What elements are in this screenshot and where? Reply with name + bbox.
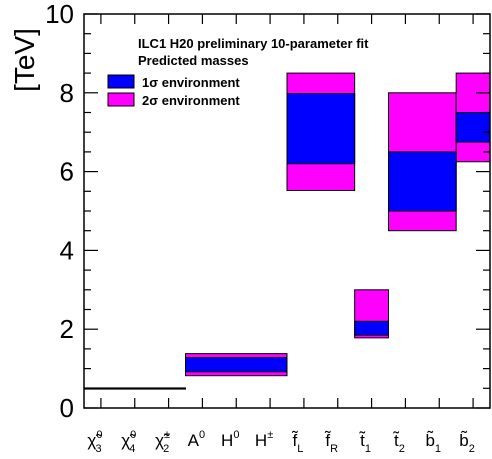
y-tick-label: 6 [60,157,74,187]
legend: 1σ environment 2σ environment [107,74,240,108]
legend-swatch [107,92,135,107]
legend-label: 1σ environment [142,75,240,90]
x-tick-label: f̃R [324,430,338,455]
x-tick-label: A0 [188,429,205,450]
x-tick-label: t̃2 [392,431,404,455]
x-tick-label: H± [255,429,273,450]
one-sigma-bar-3 [354,320,389,336]
y-tick-label: 0 [60,393,74,423]
y-axis-label: [TeV] [9,28,40,92]
one-sigma-bar-4 [388,151,457,212]
x-tick-label: f̃L [291,430,303,455]
x-tick-label: t̃1 [359,431,371,455]
x-tick-label: b̃1 [425,430,441,455]
y-axis-ticks: 0 2 4 6 8 10 [45,0,490,423]
one-sigma-series [83,93,491,390]
chart-subtitle: Predicted masses [138,53,249,68]
x-tick-label: χ̃0 4 [121,429,136,455]
x-tick-label: χ̃0 3 [87,429,102,455]
legend-swatch [107,74,135,89]
one-sigma-bar-1 [185,357,288,373]
x-tick-label: χ̃± 2 [155,429,170,455]
legend-label: 2σ environment [142,93,240,108]
y-tick-label: 4 [60,235,74,265]
one-sigma-bar-5 [455,112,491,143]
one-sigma-bar-0 [83,387,186,390]
y-tick-label: 8 [60,78,74,108]
x-axis-ticks: χ̃0 3 χ̃0 4 χ̃± 2 A0 H0 H± f̃L f̃R t̃1 t̃2 b̃1 b̃2 [87,14,475,455]
x-tick-label: H0 [221,429,239,450]
chart-title: ILC1 H20 preliminary 10-parameter fit [138,36,369,51]
x-tick-label: b̃2 [459,430,475,455]
y-tick-label: 2 [60,314,74,344]
y-tick-label: 10 [45,0,74,29]
one-sigma-bar-2 [286,93,356,165]
